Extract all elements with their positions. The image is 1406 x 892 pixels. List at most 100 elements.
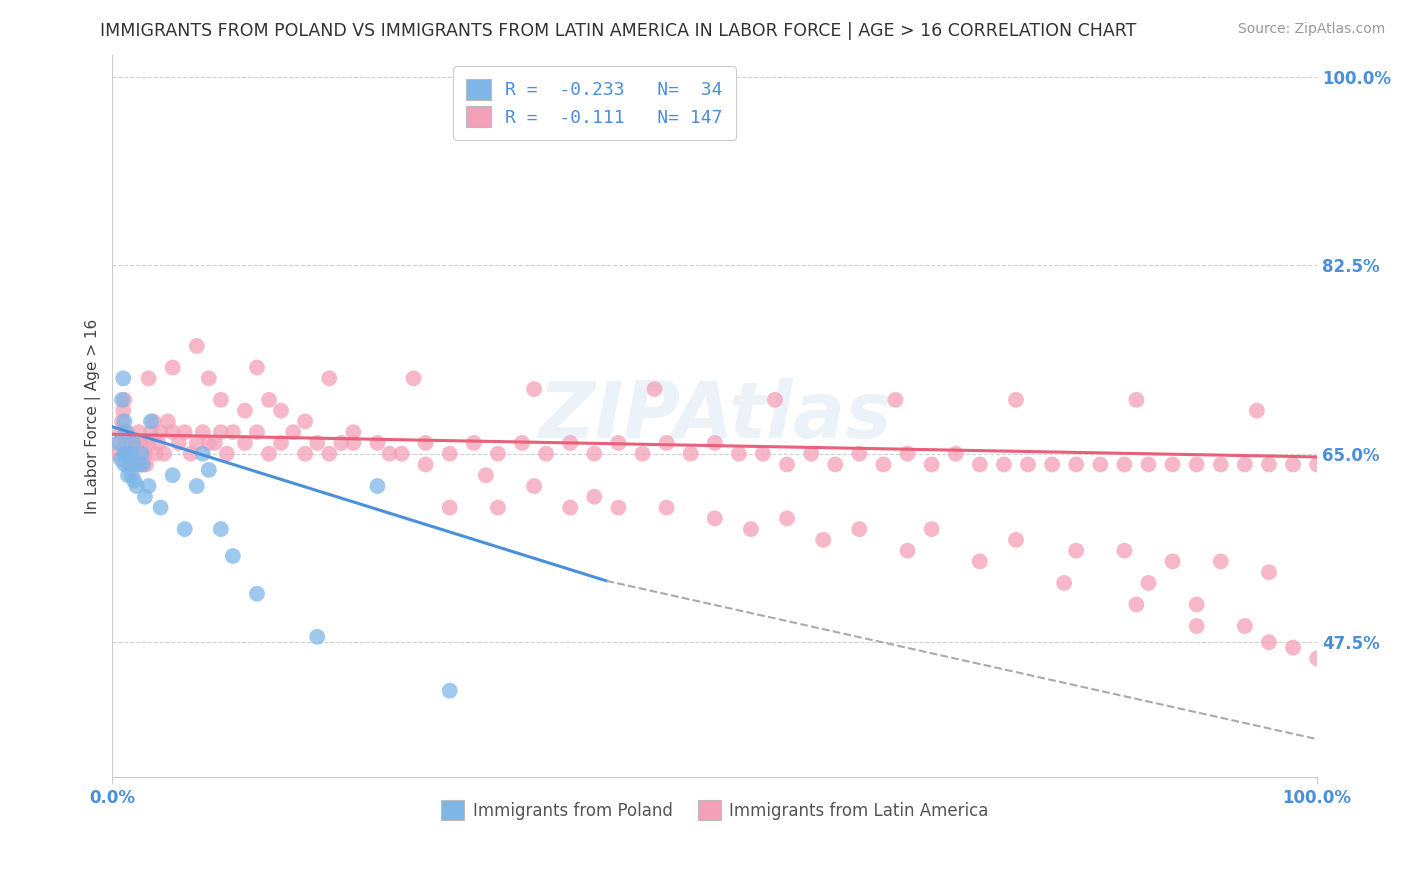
Point [607,436,630,450]
Point [1258,635,1281,649]
Point [233,403,256,417]
Text: Source: ZipAtlas.com: Source: ZipAtlas.com [1237,22,1385,37]
Point [439,500,461,515]
Point [1258,458,1281,472]
Point [969,554,991,568]
Point [1258,565,1281,579]
Point [115,447,138,461]
Point [257,392,280,407]
Point [1185,458,1208,472]
Point [1209,458,1232,472]
Point [135,458,157,472]
Point [117,468,139,483]
Point [114,458,136,472]
Point [1233,458,1256,472]
Point [391,447,413,461]
Point [112,403,135,417]
Point [318,371,340,385]
Point [655,436,678,450]
Point [1137,458,1160,472]
Point [186,479,208,493]
Point [523,382,546,396]
Point [763,392,786,407]
Point [1040,458,1063,472]
Point [583,490,606,504]
Point [1005,533,1028,547]
Point [378,447,401,461]
Point [1185,619,1208,633]
Point [246,425,269,439]
Point [679,447,702,461]
Point [149,500,172,515]
Point [120,447,142,461]
Point [124,458,146,472]
Point [811,533,834,547]
Point [560,500,582,515]
Point [896,447,918,461]
Point [486,447,509,461]
Point [1282,640,1305,655]
Point [270,436,292,450]
Point [222,425,245,439]
Point [1233,619,1256,633]
Point [191,447,214,461]
Point [463,436,485,450]
Point [128,458,150,472]
Point [294,414,316,428]
Point [107,436,129,450]
Point [108,436,131,450]
Point [824,458,846,472]
Point [112,371,135,385]
Point [222,549,245,563]
Point [186,436,208,450]
Point [209,522,232,536]
Point [366,479,388,493]
Point [523,479,546,493]
Point [1064,543,1087,558]
Point [209,392,232,407]
Point [122,436,145,450]
Point [655,500,678,515]
Point [534,447,557,461]
Point [125,479,148,493]
Point [162,468,184,483]
Point [125,447,148,461]
Point [872,458,894,472]
Point [215,447,238,461]
Point [1185,598,1208,612]
Point [1161,554,1184,568]
Point [180,447,202,461]
Point [122,436,145,450]
Point [131,436,153,450]
Text: IMMIGRANTS FROM POLAND VS IMMIGRANTS FROM LATIN AMERICA IN LABOR FORCE | AGE > 1: IMMIGRANTS FROM POLAND VS IMMIGRANTS FRO… [100,22,1137,40]
Point [1064,458,1087,472]
Point [111,414,134,428]
Point [138,436,160,450]
Point [114,425,136,439]
Point [1005,392,1028,407]
Point [294,447,316,461]
Point [131,447,153,461]
Point [139,425,162,439]
Point [402,371,425,385]
Point [118,458,141,472]
Point [776,458,799,472]
Point [1125,598,1147,612]
Text: ZIPAtlas: ZIPAtlas [538,378,891,454]
Point [1306,458,1329,472]
Point [107,447,129,461]
Point [197,463,219,477]
Point [117,458,139,472]
Point [307,436,329,450]
Point [644,382,666,396]
Point [1053,576,1076,591]
Point [583,447,606,461]
Point [138,371,160,385]
Point [114,436,136,450]
Point [1306,651,1329,665]
Point [1246,403,1268,417]
Point [703,436,725,450]
Point [740,522,762,536]
Point [162,360,184,375]
Point [149,425,172,439]
